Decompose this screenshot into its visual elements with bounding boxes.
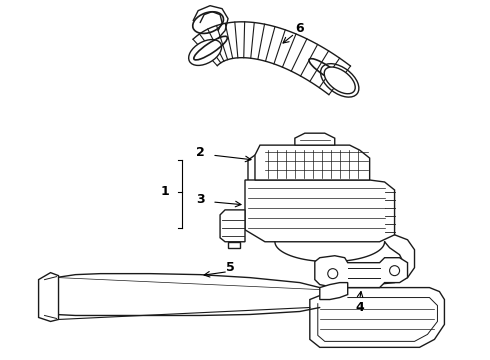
Text: 2: 2 xyxy=(196,145,204,159)
Ellipse shape xyxy=(189,40,221,66)
Polygon shape xyxy=(39,273,58,321)
Polygon shape xyxy=(220,210,245,242)
Polygon shape xyxy=(295,133,335,145)
Polygon shape xyxy=(255,145,369,180)
Text: 6: 6 xyxy=(295,22,304,35)
Polygon shape xyxy=(320,283,348,300)
Circle shape xyxy=(390,266,399,276)
Circle shape xyxy=(328,269,338,279)
Polygon shape xyxy=(310,288,444,347)
Polygon shape xyxy=(245,180,394,242)
Polygon shape xyxy=(228,242,240,248)
Ellipse shape xyxy=(324,67,355,94)
Polygon shape xyxy=(315,256,408,288)
Text: 1: 1 xyxy=(161,185,170,198)
Polygon shape xyxy=(43,274,320,315)
Polygon shape xyxy=(193,22,350,95)
Text: 4: 4 xyxy=(355,301,364,314)
Text: 5: 5 xyxy=(226,261,234,274)
Text: 3: 3 xyxy=(196,193,204,206)
